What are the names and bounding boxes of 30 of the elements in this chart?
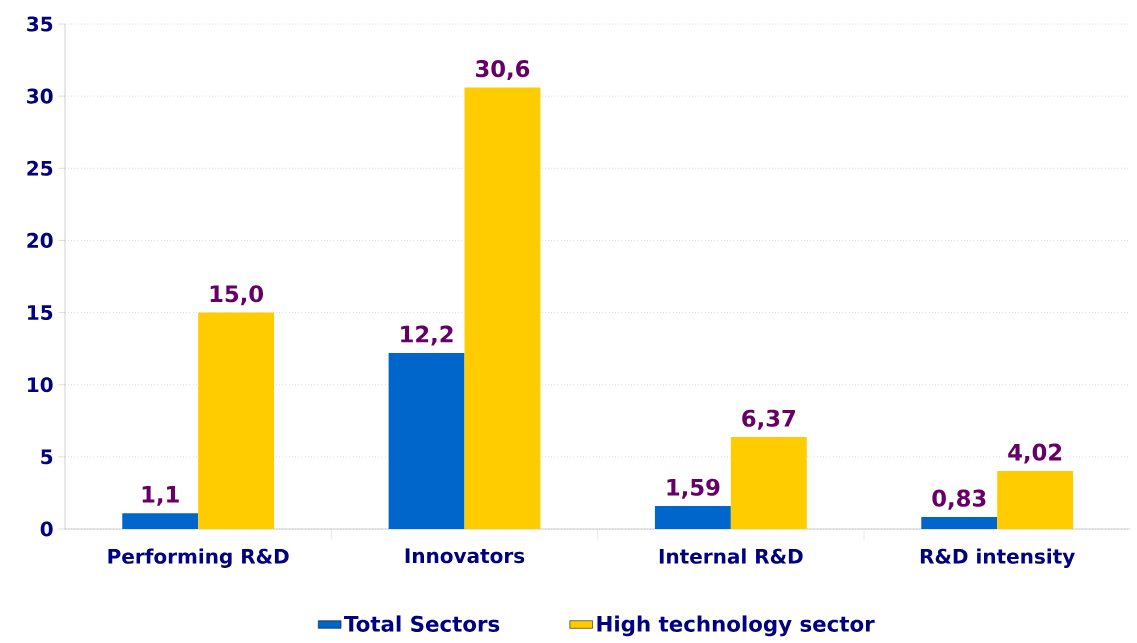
data-label: 6,37 bbox=[742, 409, 795, 430]
bar bbox=[921, 517, 998, 529]
data-label: 1,59 bbox=[667, 478, 720, 499]
data-label: 4,02 bbox=[1008, 443, 1062, 464]
bar bbox=[464, 87, 541, 529]
bar bbox=[654, 506, 731, 529]
bar bbox=[388, 352, 465, 529]
data-label: 0,83 bbox=[932, 489, 986, 510]
x-tick-label: Innovators bbox=[405, 548, 525, 564]
bar bbox=[730, 437, 807, 529]
x-tick-label: R&D intensity bbox=[920, 548, 1075, 568]
data-label: 1,1 bbox=[142, 486, 179, 506]
x-tick-label: Internal R&D bbox=[659, 548, 803, 564]
bar bbox=[122, 513, 199, 529]
y-tick-label: 25 bbox=[27, 160, 53, 176]
x-tick-label: Performing R&D bbox=[108, 548, 289, 568]
y-tick-label: 35 bbox=[27, 16, 53, 32]
data-label: 15,0 bbox=[210, 285, 264, 306]
data-label: 30,6 bbox=[476, 60, 530, 81]
bar bbox=[198, 312, 275, 529]
y-tick-label: 10 bbox=[28, 377, 53, 393]
legend-label: Total Sectors bbox=[344, 615, 500, 632]
y-tick-label: 0 bbox=[40, 521, 53, 537]
y-tick-label: 15 bbox=[28, 305, 53, 321]
legend-label: High technology sector bbox=[597, 615, 875, 637]
data-label: 12,2 bbox=[401, 325, 453, 346]
y-tick-label: 20 bbox=[27, 232, 53, 248]
bar bbox=[997, 471, 1074, 529]
y-tick-label: 5 bbox=[41, 449, 53, 465]
y-tick-label: 30 bbox=[27, 88, 53, 104]
